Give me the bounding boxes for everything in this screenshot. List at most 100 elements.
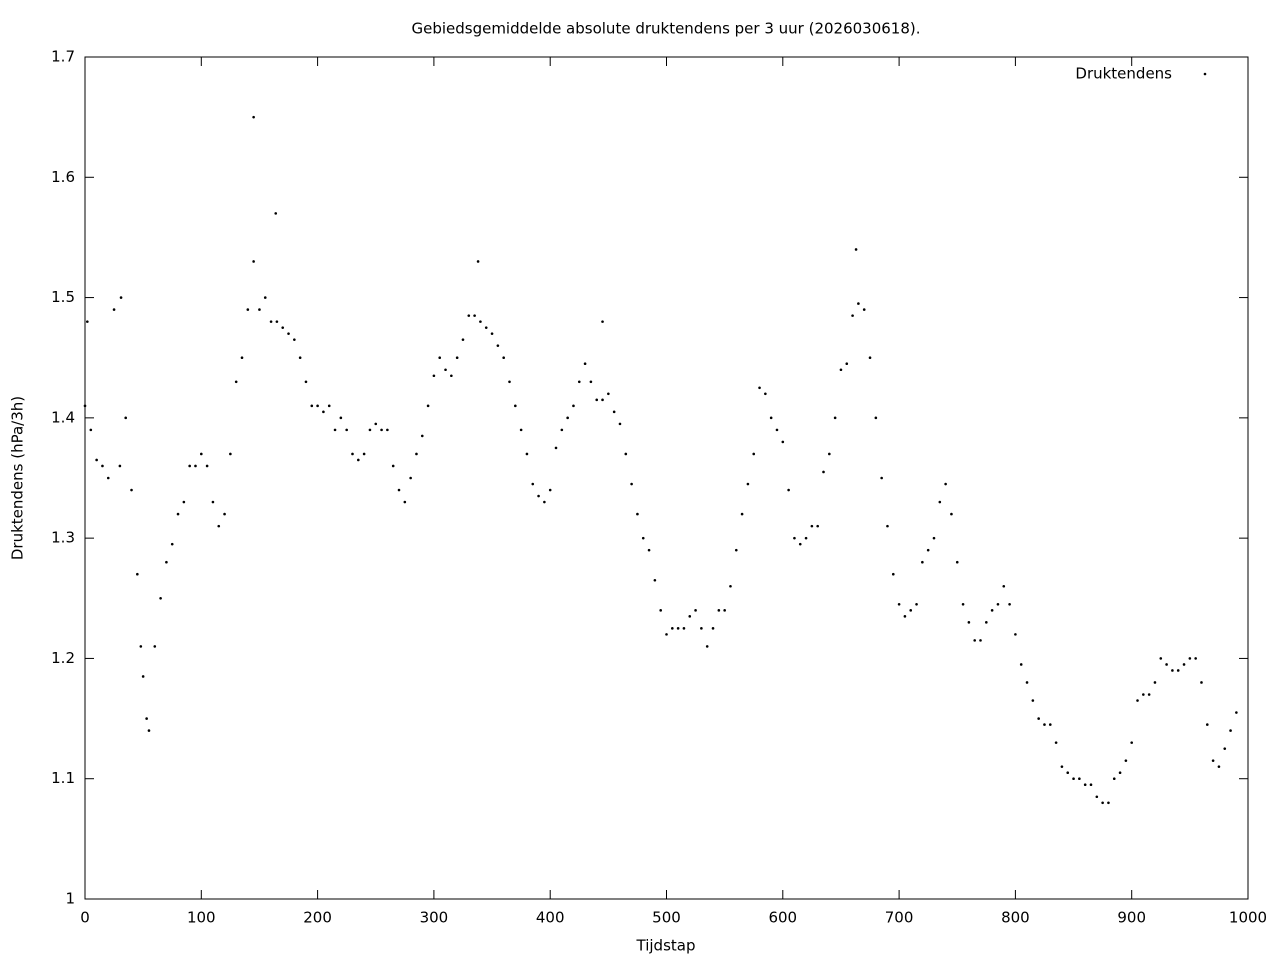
- x-tick-label: 600: [768, 909, 797, 927]
- point: [601, 398, 604, 402]
- point: [828, 452, 831, 456]
- point: [554, 446, 558, 450]
- point: [781, 440, 785, 444]
- point: [455, 356, 459, 360]
- point: [484, 326, 488, 329]
- y-axis-label: Druktendens (hPa/3h): [9, 396, 27, 560]
- point: [89, 428, 93, 432]
- point: [566, 416, 569, 420]
- point: [274, 212, 278, 215]
- point: [682, 627, 686, 630]
- point: [839, 368, 843, 372]
- point: [476, 260, 480, 263]
- point: [1153, 681, 1157, 684]
- x-tick-label: 0: [80, 909, 90, 927]
- point: [450, 374, 453, 378]
- point: [159, 596, 162, 600]
- point: [537, 494, 540, 498]
- point: [1002, 584, 1006, 588]
- point: [921, 560, 924, 564]
- y-tick-label: 1.7: [51, 48, 75, 66]
- point: [351, 452, 354, 456]
- x-tick-label: 900: [1117, 909, 1146, 927]
- point: [130, 488, 133, 492]
- point: [647, 548, 651, 552]
- point: [1147, 693, 1151, 696]
- point: [700, 627, 703, 630]
- point: [298, 356, 302, 360]
- point: [170, 542, 174, 546]
- point: [572, 404, 575, 408]
- point: [357, 458, 360, 462]
- point: [519, 428, 523, 432]
- point: [1060, 765, 1064, 768]
- point: [362, 452, 366, 456]
- point: [432, 374, 436, 378]
- point: [479, 320, 482, 323]
- point: [1107, 801, 1110, 805]
- x-tick-label: 700: [885, 909, 914, 927]
- point: [1048, 723, 1052, 726]
- point: [1008, 603, 1011, 606]
- point: [1130, 741, 1133, 744]
- point: [973, 639, 976, 642]
- point: [182, 500, 186, 504]
- point: [223, 512, 226, 516]
- point: [979, 639, 982, 642]
- point: [502, 356, 505, 360]
- point: [1101, 801, 1104, 805]
- point: [769, 416, 773, 420]
- point: [758, 386, 761, 390]
- point: [386, 428, 389, 432]
- point: [688, 615, 692, 618]
- point: [205, 464, 209, 468]
- point: [1089, 783, 1093, 787]
- point: [1171, 669, 1174, 672]
- point: [217, 524, 221, 528]
- point: [595, 398, 599, 402]
- point: [1235, 711, 1238, 714]
- point: [106, 476, 110, 480]
- point: [950, 512, 953, 516]
- point: [775, 428, 779, 432]
- point: [705, 645, 709, 648]
- point: [764, 392, 767, 396]
- point: [1118, 771, 1122, 774]
- point: [246, 308, 250, 311]
- point: [810, 524, 814, 528]
- point: [1019, 663, 1023, 666]
- point: [444, 368, 447, 372]
- y-tick-label: 1.1: [51, 769, 75, 787]
- point: [118, 464, 122, 468]
- point: [1037, 717, 1040, 720]
- x-axis-label: Tijdstap: [636, 937, 696, 955]
- point: [891, 572, 895, 576]
- point: [1112, 777, 1116, 781]
- point: [147, 729, 151, 732]
- point: [380, 428, 383, 432]
- x-tick-label: 400: [536, 909, 565, 927]
- point: [932, 536, 936, 540]
- point: [409, 476, 412, 480]
- point: [723, 609, 726, 612]
- point: [124, 416, 128, 420]
- point: [139, 645, 143, 648]
- point: [293, 338, 296, 341]
- point: [188, 464, 191, 468]
- point: [1124, 759, 1128, 762]
- point: [101, 464, 104, 468]
- point: [1217, 765, 1221, 768]
- point: [141, 675, 145, 678]
- point: [676, 627, 680, 630]
- legend-label: Druktendens: [1075, 65, 1172, 83]
- x-tick-label: 100: [187, 909, 216, 927]
- point: [636, 512, 639, 516]
- point: [287, 332, 290, 335]
- point: [868, 356, 872, 360]
- point: [886, 524, 889, 528]
- point: [1072, 777, 1075, 781]
- point: [926, 548, 930, 552]
- point: [508, 380, 511, 384]
- point: [601, 320, 604, 323]
